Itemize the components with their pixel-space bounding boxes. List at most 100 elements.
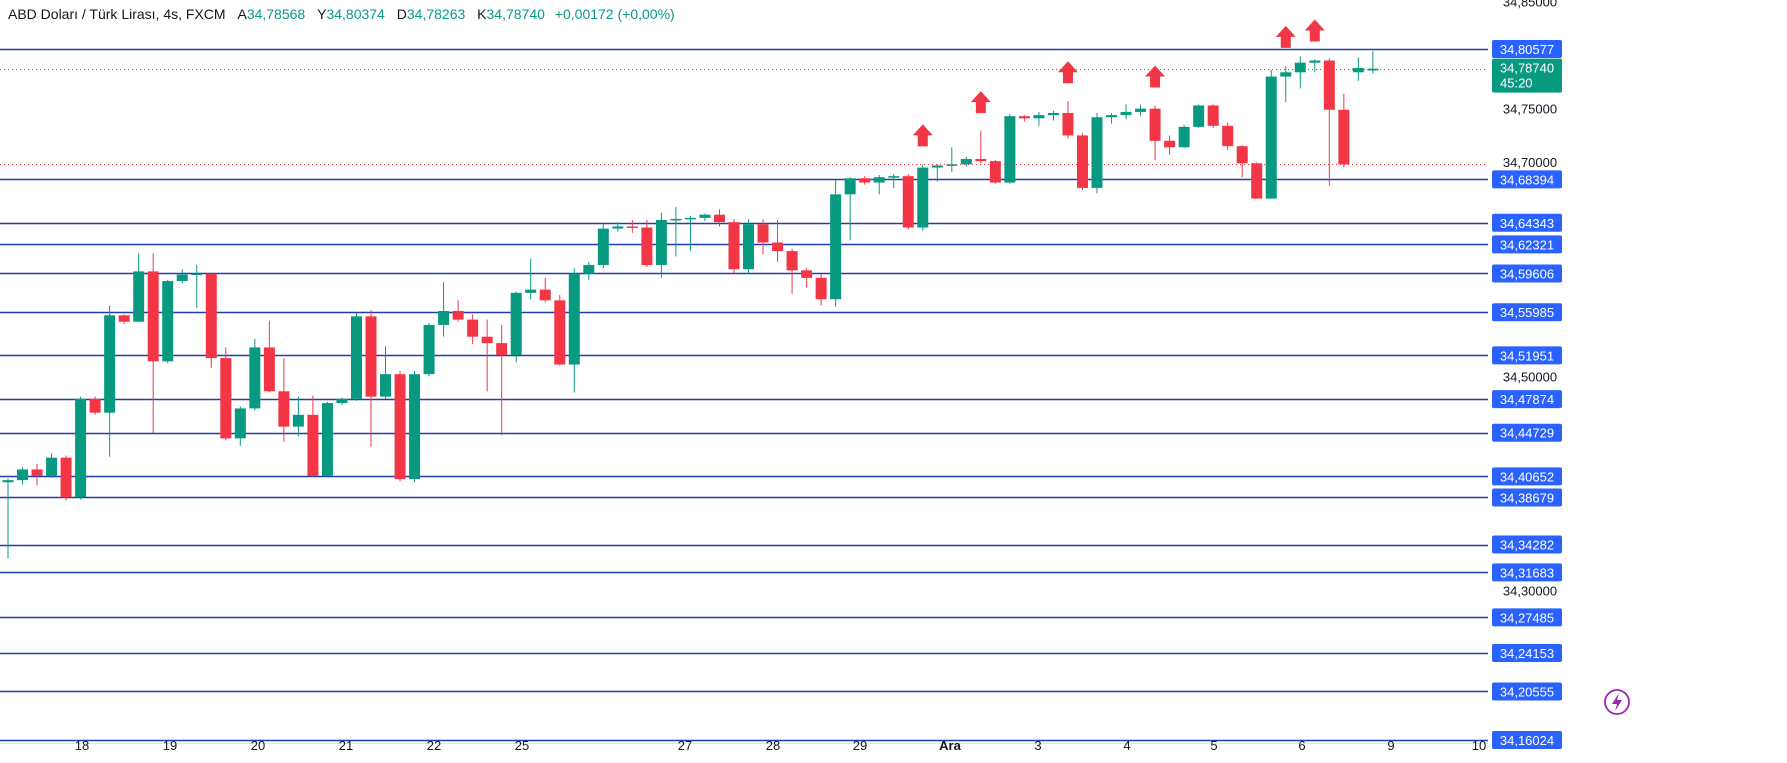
candle xyxy=(1236,145,1248,178)
level-badge-label: 34,44729 xyxy=(1500,426,1554,441)
candle-body xyxy=(1164,140,1176,148)
candle xyxy=(2,478,14,559)
candle-body xyxy=(888,176,900,178)
candle xyxy=(249,338,261,411)
candle xyxy=(438,282,450,337)
candle xyxy=(263,320,275,393)
candle-body xyxy=(1309,60,1321,63)
candle xyxy=(118,314,130,324)
candle-body xyxy=(104,315,116,413)
candle xyxy=(597,223,609,269)
candle-body xyxy=(234,408,246,439)
candle-body xyxy=(307,414,319,476)
candle xyxy=(307,395,319,477)
candle xyxy=(1309,59,1321,73)
price-tick-label: 34,75000 xyxy=(1503,102,1557,117)
up-arrow-icon xyxy=(970,91,991,114)
change-value: +0,00172 (+0,00%) xyxy=(554,6,675,22)
level-badge-label: 34,47874 xyxy=(1500,392,1554,407)
candle xyxy=(1149,105,1161,161)
candle-body xyxy=(496,343,508,355)
candle-body xyxy=(380,374,392,397)
level-price-badge: 34,68394 xyxy=(1492,170,1562,189)
candle xyxy=(1367,51,1379,74)
candle-body xyxy=(1294,62,1306,73)
level-badge-bg xyxy=(1492,608,1562,627)
level-price-badge: 34,27485 xyxy=(1492,608,1562,627)
candle xyxy=(1222,122,1234,151)
candle-body xyxy=(975,159,987,162)
level-badge-bg xyxy=(1492,213,1562,232)
candle xyxy=(191,264,203,308)
flash-icon[interactable] xyxy=(1604,689,1630,715)
candle xyxy=(641,220,653,268)
candle xyxy=(1076,133,1088,191)
level-badge-label: 34,16024 xyxy=(1500,733,1554,748)
level-price-badge: 34,62321 xyxy=(1492,235,1562,254)
level-badge-label: 34,38679 xyxy=(1500,490,1554,505)
candle-body xyxy=(409,374,421,480)
candle-body xyxy=(205,273,217,359)
candle xyxy=(830,180,842,307)
candle-body xyxy=(1076,135,1088,188)
price-tick-label: 34,50000 xyxy=(1503,369,1557,384)
candle-body xyxy=(728,222,740,270)
candle xyxy=(757,218,769,255)
time-axis-label: 4 xyxy=(1123,738,1130,753)
candle-body xyxy=(438,311,450,325)
time-axis-label: 29 xyxy=(853,738,867,753)
level-badge-bg xyxy=(1492,40,1562,58)
candle xyxy=(801,268,813,288)
candle-body xyxy=(1222,125,1234,147)
candle-body xyxy=(350,316,362,399)
candle xyxy=(960,156,972,167)
candle-body xyxy=(60,457,72,498)
candle-body xyxy=(539,289,551,301)
candle xyxy=(1047,110,1059,121)
candle xyxy=(1251,162,1263,199)
candle xyxy=(873,175,885,195)
candle xyxy=(699,213,711,222)
candle xyxy=(1164,135,1176,155)
candle-body xyxy=(452,311,464,320)
candle xyxy=(946,147,958,172)
candle-body xyxy=(321,403,333,476)
up-arrow-icon xyxy=(1057,61,1078,84)
candle xyxy=(89,396,101,415)
candle-body xyxy=(801,270,813,278)
level-price-badge: 34,47874 xyxy=(1492,390,1562,409)
candle-body xyxy=(365,316,377,397)
time-axis-label: 9 xyxy=(1387,738,1394,753)
level-price-badge: 34,38679 xyxy=(1492,488,1562,507)
candle-body xyxy=(583,264,595,274)
time-axis-label: 28 xyxy=(766,738,780,753)
level-badge-label: 34,31683 xyxy=(1500,565,1554,580)
symbol-title: ABD Doları / Türk Lirası, 4s, FXCM xyxy=(8,6,226,22)
candle-body xyxy=(191,273,203,276)
candle-body xyxy=(699,214,711,218)
candle-body xyxy=(467,319,479,337)
chart-legend-header: ABD Doları / Türk Lirası, 4s, FXCM A34,7… xyxy=(8,6,675,22)
time-axis-label: 27 xyxy=(678,738,692,753)
candle-body xyxy=(960,159,972,165)
candle-body xyxy=(1018,116,1030,119)
candle xyxy=(1294,56,1306,89)
candle xyxy=(743,218,755,274)
candle xyxy=(365,309,377,447)
time-axis-label: 22 xyxy=(427,738,441,753)
level-badge-label: 34,64343 xyxy=(1500,216,1554,231)
level-price-badge: 34,64343 xyxy=(1492,213,1562,232)
candle-body xyxy=(1367,68,1379,71)
level-badge-label: 34,68394 xyxy=(1500,172,1554,187)
candle xyxy=(205,273,217,368)
candle-body xyxy=(597,228,609,265)
level-badge-bg xyxy=(1492,488,1562,507)
level-badge-label: 34,62321 xyxy=(1500,237,1554,252)
candle xyxy=(917,164,929,231)
candle xyxy=(1091,112,1103,194)
candle xyxy=(496,324,508,436)
candle-body xyxy=(902,176,914,228)
level-badge-bg xyxy=(1492,235,1562,254)
